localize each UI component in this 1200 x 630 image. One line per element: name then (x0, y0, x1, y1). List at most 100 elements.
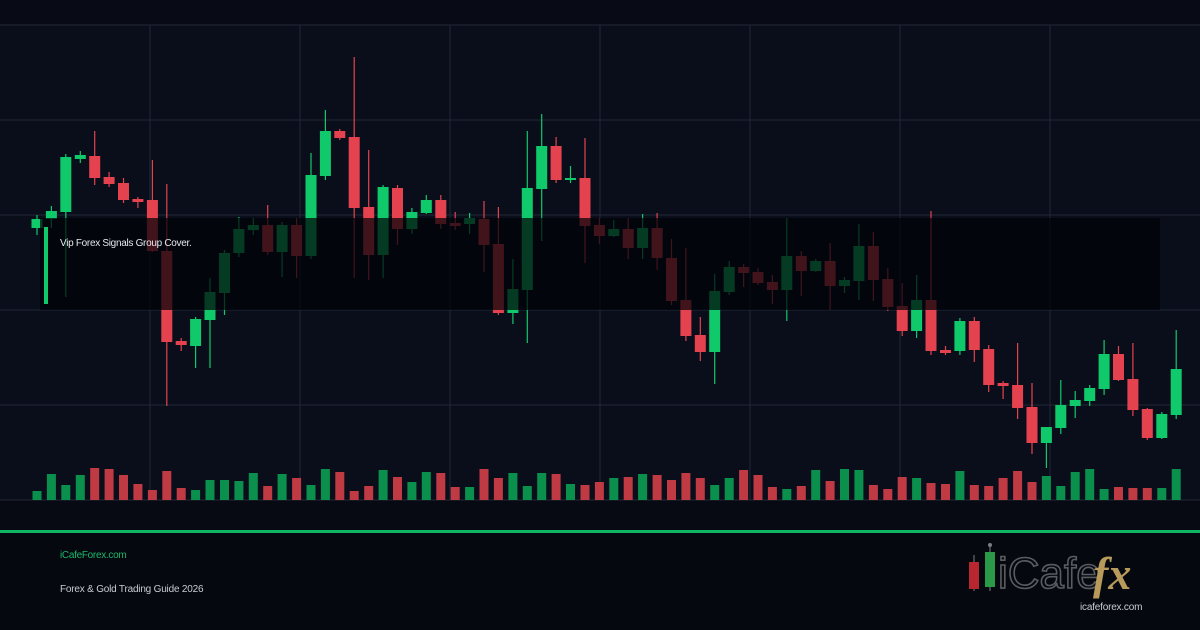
volume-bar (1171, 469, 1181, 500)
volume-bar (277, 474, 287, 500)
site-link[interactable]: iCafeForex.com (60, 550, 127, 561)
footer-separator-line (0, 530, 1200, 533)
volume-bar (479, 469, 489, 500)
volume-bar (133, 484, 143, 500)
volume-bar (609, 478, 619, 500)
volume-bar (1041, 476, 1051, 500)
volume-bar (378, 470, 388, 500)
volume-bar (1027, 482, 1037, 500)
candle (420, 195, 432, 214)
logo-fx: fx (1093, 548, 1131, 599)
candle (1055, 380, 1067, 434)
volume-bar (984, 486, 994, 500)
volume-bar (537, 473, 547, 500)
volume-bar (75, 475, 85, 500)
volume-bar (1085, 469, 1095, 500)
volume-bar (522, 486, 532, 500)
volume-bar (623, 477, 633, 500)
volume-bar (1013, 471, 1023, 500)
volume-bar (739, 470, 749, 500)
volume-bar (854, 470, 864, 500)
overlay-accent-bar (44, 227, 48, 304)
volume-bar (811, 470, 821, 500)
volume-bar (119, 475, 128, 500)
volume-bar (508, 473, 518, 500)
logo-url[interactable]: icafeforex.com (1080, 602, 1143, 613)
volume-bar (220, 480, 229, 500)
candle (694, 317, 706, 361)
volume-bar (465, 487, 475, 500)
volume-bar (652, 475, 662, 500)
volume-bar (61, 485, 71, 500)
volume-bar (638, 474, 648, 500)
volume-bar (753, 475, 763, 500)
volume-bar (767, 487, 777, 500)
volume-bar (1128, 488, 1138, 500)
overlay-title: Vip Forex Signals Group Cover. (60, 238, 192, 249)
volume-bar (450, 487, 460, 500)
candle (1012, 343, 1024, 419)
volume-bar (306, 485, 316, 500)
volume-bar (883, 489, 893, 500)
icafefx-logo: iCafe fx (969, 543, 1131, 599)
footer-area (0, 533, 1200, 630)
volume-bar (393, 477, 402, 500)
volume-bar (941, 484, 950, 500)
volume-bar (90, 468, 100, 500)
candle (175, 338, 187, 351)
candle (1084, 385, 1096, 406)
volume-bar (407, 482, 417, 500)
candle (1170, 330, 1182, 419)
chart-top-strip (0, 0, 1200, 25)
candle (334, 129, 346, 140)
candle (74, 151, 86, 163)
volume-bar (681, 473, 691, 500)
candle (319, 110, 331, 180)
candle (983, 345, 995, 392)
volume-bar (176, 488, 186, 500)
volume-bar (46, 474, 56, 500)
candle (1098, 340, 1110, 395)
volume-bar (594, 482, 604, 500)
volume-bar (840, 469, 849, 500)
volume-bar (969, 485, 979, 500)
volume-bar (436, 473, 446, 500)
candle (1156, 412, 1168, 439)
volume-bar (493, 478, 503, 500)
volume-bar (1114, 487, 1123, 500)
candle (190, 317, 202, 368)
candle (968, 317, 980, 362)
candle (954, 318, 966, 355)
candle (940, 346, 951, 355)
volume-bar (191, 490, 201, 500)
volume-bar (825, 481, 835, 500)
candle (1026, 383, 1038, 454)
volume-bar (263, 486, 273, 500)
volume-bar (234, 481, 244, 500)
volume-bar (897, 477, 907, 500)
volume-bar (320, 469, 330, 500)
volume-bar (955, 471, 965, 500)
chart-volume-background (0, 500, 1200, 530)
candle (31, 215, 43, 235)
candle (1127, 343, 1139, 416)
volume-bar (1056, 486, 1066, 500)
volume-bar (1157, 488, 1167, 500)
volume-bar (162, 471, 172, 500)
volume-bar (421, 472, 431, 500)
volume-bar (364, 486, 374, 500)
logo-word: iCafe (998, 549, 1101, 598)
candle (103, 172, 115, 187)
guide-title: Forex & Gold Trading Guide 2026 (60, 584, 204, 595)
volume-bar (566, 484, 575, 500)
volume-bar (782, 489, 792, 500)
volume-bar (1142, 488, 1152, 500)
volume-bar (335, 472, 345, 500)
volume-bar (868, 485, 878, 500)
volume-bar (724, 478, 734, 500)
logo-candles-icon (969, 543, 995, 591)
volume-bar (1070, 472, 1080, 500)
volume-bar (32, 491, 42, 500)
volume-bar (1099, 489, 1109, 500)
volume-bar (580, 485, 590, 500)
